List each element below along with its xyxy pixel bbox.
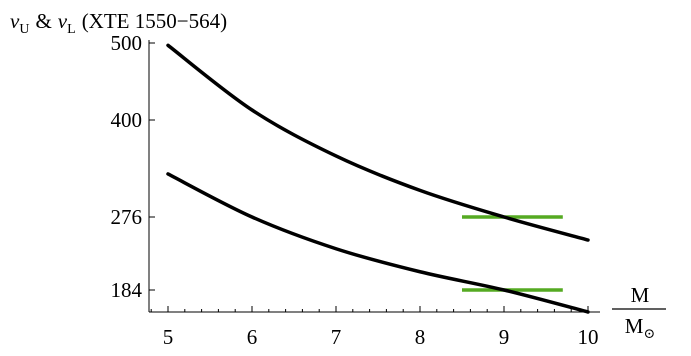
x-tick-label: 9 [499,325,510,349]
y-tick-label: 500 [111,31,143,55]
title-amp: & [35,9,51,33]
title-sub-upper: U [19,22,29,37]
title-source: (XTE 1550−564) [82,9,227,33]
x-tick-label: 8 [415,325,426,349]
axes: 5 6 7 8 9 10 184 276 400 500 [111,31,600,349]
chart-title: νU & νL (XTE 1550−564) [10,9,227,37]
x-tick-label: 6 [247,325,258,349]
plot-area [166,43,590,314]
x-tick-label: 7 [331,325,342,349]
x-tick-label: 5 [163,325,174,349]
series-line-upper [166,43,590,242]
y-tick-label: 184 [111,278,143,302]
y-tick-label: 276 [111,205,143,229]
x-label-denominator: M⊙ [625,314,655,342]
x-label-sun-symbol: ⊙ [643,327,655,342]
title-nu-upper: ν [10,9,20,33]
x-label-denominator-m: M [625,314,644,338]
x-axis-label: M M⊙ [612,283,666,342]
title-nu-lower: ν [58,9,68,33]
y-tick-label: 400 [111,108,143,132]
series-line-lower [166,172,590,314]
x-label-numerator: M [631,283,650,307]
title-sub-lower: L [67,22,76,37]
x-tick-label: 10 [578,325,599,349]
